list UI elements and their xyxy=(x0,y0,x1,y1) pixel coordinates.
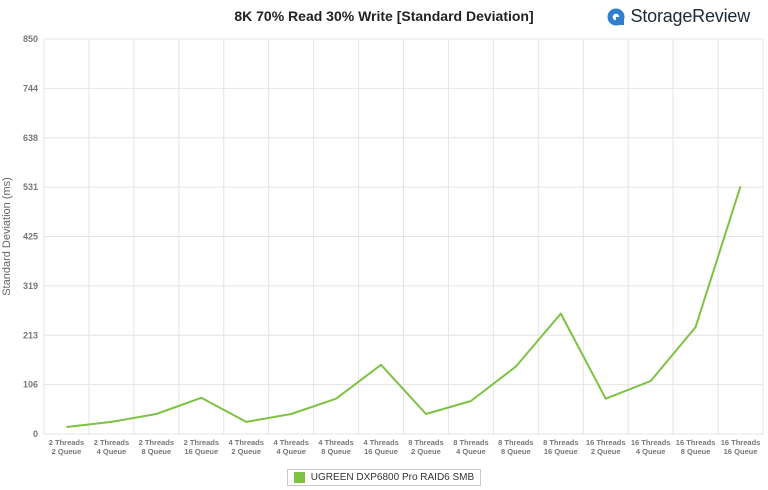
line-chart: 850 744 638 531 425 319 213 106 0 Standard Deviat… xyxy=(1,34,764,456)
x-tick-label-threads: 16 Threads xyxy=(631,438,671,447)
x-tick-label-queue: 8 Queue xyxy=(142,447,172,456)
data-point xyxy=(335,397,337,399)
y-axis-label: Standard Deviation (ms) xyxy=(1,177,13,296)
logo-text: StorageReview xyxy=(630,6,751,26)
x-tick-label-queue: 4 Queue xyxy=(456,447,486,456)
x-tick-label-threads: 2 Threads xyxy=(139,438,174,447)
x-tick-label-queue: 2 Queue xyxy=(591,447,621,456)
y-tick-label: 0 xyxy=(33,429,38,439)
y-tick-label: 531 xyxy=(23,182,38,192)
legend-label: UGREEN DXP6800 Pro RAID6 SMB xyxy=(310,472,475,483)
data-point xyxy=(245,421,247,423)
data-point xyxy=(380,364,382,366)
x-tick-label-queue: 2 Queue xyxy=(411,447,441,456)
data-point xyxy=(470,400,472,402)
x-tick-label-threads: 4 Threads xyxy=(273,438,308,447)
y-tick-label: 106 xyxy=(23,380,38,390)
x-tick-label-queue: 16 Queue xyxy=(184,447,218,456)
legend-item[interactable]: UGREEN DXP6800 Pro RAID6 SMB xyxy=(286,469,482,486)
x-tick-label-queue: 4 Queue xyxy=(276,447,306,456)
y-tick-label: 744 xyxy=(23,83,38,93)
data-point xyxy=(425,413,427,415)
data-point xyxy=(155,413,157,415)
legend-swatch xyxy=(293,472,305,483)
data-point xyxy=(110,421,112,423)
x-tick-label-queue: 8 Queue xyxy=(681,447,711,456)
data-point xyxy=(200,397,202,399)
data-point xyxy=(560,312,562,314)
x-tick-label-queue: 2 Queue xyxy=(52,447,82,456)
y-tick-label: 213 xyxy=(23,330,38,340)
y-tick-label: 425 xyxy=(23,232,38,242)
data-point xyxy=(65,426,67,428)
x-tick-label-threads: 16 Threads xyxy=(586,438,626,447)
x-tick-label-threads: 8 Threads xyxy=(408,438,443,447)
storagereview-logo: StorageReview xyxy=(607,6,750,27)
x-tick-label-threads: 4 Threads xyxy=(318,438,353,447)
chart-legend: UGREEN DXP6800 Pro RAID6 SMB xyxy=(0,469,768,486)
data-point xyxy=(515,365,517,367)
data-point xyxy=(694,326,696,328)
x-tick-label-queue: 8 Queue xyxy=(501,447,531,456)
x-tick-label-queue: 4 Queue xyxy=(97,447,127,456)
y-tick-label: 850 xyxy=(23,34,38,44)
data-point xyxy=(290,413,292,415)
x-tick-label-queue: 8 Queue xyxy=(321,447,351,456)
x-tick-label-threads: 8 Threads xyxy=(498,438,533,447)
y-tick-label: 638 xyxy=(23,133,38,143)
series-line xyxy=(66,185,742,428)
x-tick-label-threads: 2 Threads xyxy=(49,438,84,447)
x-tick-label-threads: 4 Threads xyxy=(229,438,264,447)
x-tick-label-threads: 8 Threads xyxy=(453,438,488,447)
x-tick-label-threads: 8 Threads xyxy=(543,438,578,447)
x-tick-label-threads: 16 Threads xyxy=(676,438,716,447)
data-point xyxy=(605,397,607,399)
x-tick-label-queue: 16 Queue xyxy=(364,447,398,456)
y-tick-label: 319 xyxy=(23,281,38,291)
x-tick-label-queue: 4 Queue xyxy=(636,447,666,456)
x-tick-label-queue: 16 Queue xyxy=(544,447,578,456)
storagereview-logo-icon xyxy=(607,8,625,25)
x-tick-label-threads: 2 Threads xyxy=(184,438,219,447)
x-tick-label-threads: 16 Threads xyxy=(721,438,761,447)
x-tick-label-threads: 2 Threads xyxy=(94,438,129,447)
x-tick-label-queue: 16 Queue xyxy=(724,447,758,456)
data-point xyxy=(739,185,741,187)
chart-title: 8K 70% Read 30% Write [Standard Deviatio… xyxy=(234,8,534,24)
x-tick-label-threads: 4 Threads xyxy=(363,438,398,447)
data-point xyxy=(649,380,651,382)
x-tick-label-queue: 2 Queue xyxy=(231,447,261,456)
